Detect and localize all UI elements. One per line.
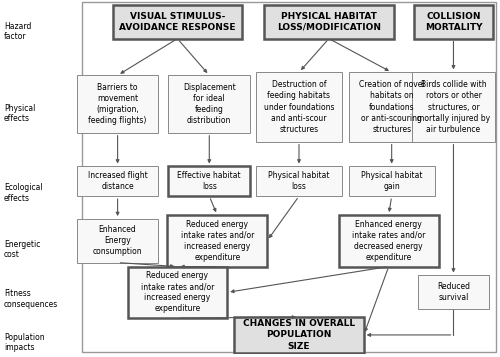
Bar (76, 219, 158, 263)
Text: Reduced energy
intake rates and/or
increased energy
expenditure: Reduced energy intake rates and/or incre… (180, 220, 254, 262)
Text: Increased flight
distance: Increased flight distance (88, 171, 148, 191)
Text: Physical
effects: Physical effects (4, 104, 36, 124)
Bar (168, 75, 250, 133)
Text: Ecological
effects: Ecological effects (4, 183, 43, 203)
Text: PHYSICAL HABITAT
LOSS/MODIFICATION: PHYSICAL HABITAT LOSS/MODIFICATION (277, 12, 381, 32)
Text: Birds collide with
rotors or other
structures, or
mortally injured by
air turbul: Birds collide with rotors or other struc… (417, 80, 490, 134)
Text: Creation of novel
habitats on
foundations
or anti-scouring
structures: Creation of novel habitats on foundation… (359, 80, 424, 134)
Text: Energetic
cost: Energetic cost (4, 240, 41, 259)
Bar (76, 166, 158, 196)
Bar (412, 72, 495, 142)
Text: Reduced
survival: Reduced survival (437, 282, 470, 302)
Bar (349, 166, 434, 196)
Bar (112, 5, 242, 39)
Bar (414, 5, 494, 39)
Text: Reduced energy
intake rates and/or
increased energy
expenditure: Reduced energy intake rates and/or incre… (140, 271, 214, 313)
Text: Barriers to
movement
(migration,
feeding flights): Barriers to movement (migration, feeding… (88, 83, 147, 125)
Text: Destruction of
feeding habitats
under foundations
and anti-scour
structures: Destruction of feeding habitats under fo… (264, 80, 334, 134)
Bar (256, 166, 342, 196)
Bar (349, 72, 434, 142)
Bar (264, 5, 394, 39)
Text: CHANGES IN OVERALL
POPULATION
SIZE: CHANGES IN OVERALL POPULATION SIZE (243, 320, 355, 351)
Bar (418, 276, 490, 309)
Bar (168, 166, 250, 196)
Bar (76, 75, 158, 133)
Bar (128, 267, 227, 318)
Text: Physical habitat
gain: Physical habitat gain (361, 171, 422, 191)
Bar (82, 2, 496, 352)
Bar (168, 215, 267, 267)
Text: Effective habitat
loss: Effective habitat loss (178, 171, 241, 191)
Text: Enhanced
Energy
consumption: Enhanced Energy consumption (93, 225, 142, 256)
Text: Population
impacts: Population impacts (4, 333, 44, 352)
Text: Displacement
for ideal
feeding
distribution: Displacement for ideal feeding distribut… (183, 83, 236, 125)
Bar (256, 72, 342, 142)
Text: COLLISION
MORTALITY: COLLISION MORTALITY (424, 12, 482, 32)
Text: Fitness
consequences: Fitness consequences (4, 290, 58, 309)
Text: Physical habitat
loss: Physical habitat loss (268, 171, 330, 191)
Text: VISUAL STIMULUS-
AVOIDANCE RESPONSE: VISUAL STIMULUS- AVOIDANCE RESPONSE (119, 12, 236, 32)
Bar (339, 215, 438, 267)
Text: Hazard
factor: Hazard factor (4, 22, 32, 41)
Bar (234, 317, 364, 353)
Text: Enhanced energy
intake rates and/or
decreased energy
expenditure: Enhanced energy intake rates and/or decr… (352, 220, 426, 262)
